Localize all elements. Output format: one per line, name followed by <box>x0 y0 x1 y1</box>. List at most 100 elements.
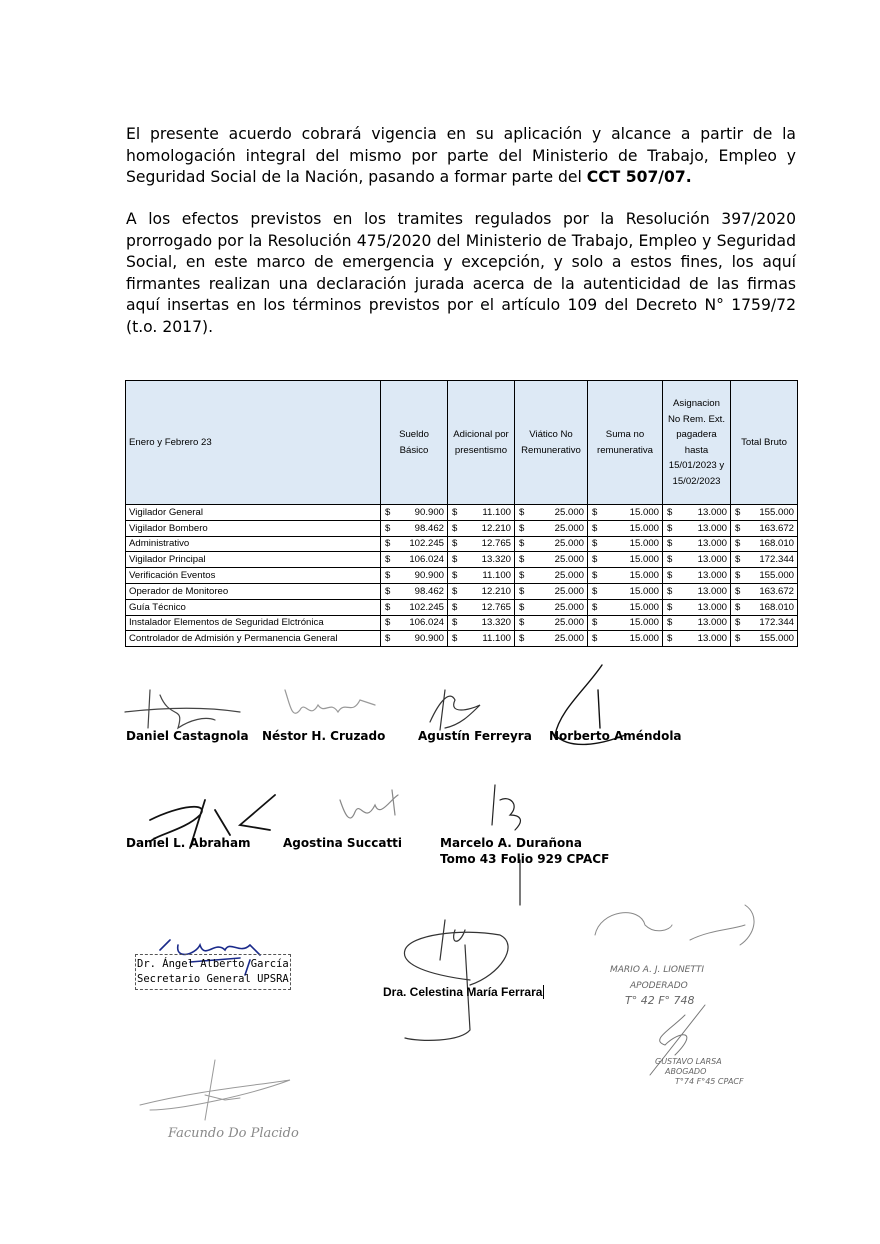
amount-value: 15.000 <box>629 538 659 550</box>
amount-value: 25.000 <box>554 617 584 629</box>
currency-symbol: $ <box>667 506 673 518</box>
currency-symbol: $ <box>667 633 673 645</box>
table-row: Vigilador Principal $106.024 $13.320 $25.00… <box>125 551 798 569</box>
svg-text:Facundo Do Placido: Facundo Do Placido <box>167 1126 299 1141</box>
signature-cruzado <box>284 689 376 714</box>
currency-symbol: $ <box>519 585 525 597</box>
amount-cell: $155.000 <box>730 630 798 648</box>
category-cell: Controlador de Admisión y Permanencia Ge… <box>125 630 381 648</box>
amount-value: 90.900 <box>414 506 444 518</box>
amount-value: 155.000 <box>759 570 794 582</box>
amount-value: 25.000 <box>554 538 584 550</box>
currency-symbol: $ <box>452 617 458 629</box>
amount-value: 25.000 <box>554 554 584 566</box>
currency-symbol: $ <box>592 633 598 645</box>
signature-placido: Facundo Do Placido <box>139 1059 299 1141</box>
amount-value: 25.000 <box>554 506 584 518</box>
signatory-garcia-name: Dr. Ángel Alberto García <box>137 958 289 970</box>
header-suma: Suma no remunerativa <box>587 380 663 505</box>
currency-symbol: $ <box>735 585 741 597</box>
currency-symbol: $ <box>385 601 391 613</box>
currency-symbol: $ <box>667 538 673 550</box>
currency-symbol: $ <box>452 585 458 597</box>
signatory-castagnola: Daniel Castagnola <box>126 729 249 743</box>
currency-symbol: $ <box>452 538 458 550</box>
signatory-duranona: Marcelo A. Durañona <box>440 836 582 850</box>
currency-symbol: $ <box>452 554 458 566</box>
amount-value: 172.344 <box>759 617 794 629</box>
currency-symbol: $ <box>452 506 458 518</box>
amount-value: 168.010 <box>759 601 794 613</box>
currency-symbol: $ <box>519 506 525 518</box>
amount-value: 106.024 <box>409 554 444 566</box>
amount-value: 163.672 <box>759 522 794 534</box>
signatory-amendola: Norberto Améndola <box>549 729 682 743</box>
amount-cell: $15.000 <box>587 630 663 648</box>
currency-symbol: $ <box>735 570 741 582</box>
amount-value: 13.000 <box>697 554 727 566</box>
svg-text:GUSTAVO LARSA: GUSTAVO LARSA <box>655 1057 722 1066</box>
cct-reference: CCT 507/07. <box>586 168 692 186</box>
amount-value: 155.000 <box>759 633 794 645</box>
currency-symbol: $ <box>519 522 525 534</box>
currency-symbol: $ <box>735 554 741 566</box>
currency-symbol: $ <box>592 601 598 613</box>
header-total: Total Bruto <box>730 380 798 505</box>
amount-value: 25.000 <box>554 601 584 613</box>
currency-symbol: $ <box>592 522 598 534</box>
amount-value: 155.000 <box>759 506 794 518</box>
amount-cell: $168.010 <box>730 535 798 553</box>
amount-cell: $11.100 <box>447 630 515 648</box>
amount-value: 90.900 <box>414 570 444 582</box>
currency-symbol: $ <box>735 617 741 629</box>
currency-symbol: $ <box>592 617 598 629</box>
amount-cell: $163.672 <box>730 582 798 600</box>
currency-symbol: $ <box>667 554 673 566</box>
amount-value: 13.000 <box>697 601 727 613</box>
amount-value: 25.000 <box>554 570 584 582</box>
amount-value: 106.024 <box>409 617 444 629</box>
amount-cell: $13.320 <box>447 551 515 569</box>
amount-value: 12.210 <box>481 585 511 597</box>
table-row: Vigilador Bombero $98.462 $12.210 $25.000 $1… <box>125 519 798 537</box>
currency-symbol: $ <box>735 538 741 550</box>
amount-value: 98.462 <box>414 522 444 534</box>
currency-symbol: $ <box>592 570 598 582</box>
currency-symbol: $ <box>667 617 673 629</box>
amount-value: 102.245 <box>409 601 444 613</box>
amount-value: 15.000 <box>629 601 659 613</box>
currency-symbol: $ <box>735 522 741 534</box>
paragraph-text: El presente acuerdo cobrará vigencia en … <box>126 125 796 186</box>
signatory-garcia-box: Dr. Ángel Alberto García Secretario Gene… <box>135 954 291 990</box>
table-row: Operador de Monitoreo $98.462 $12.210 $25.0… <box>125 582 798 600</box>
amount-value: 15.000 <box>629 617 659 629</box>
paragraph-vigencia: El presente acuerdo cobrará vigencia en … <box>126 124 796 189</box>
signature-lionetti: MARIO A. J. LIONETTI APODERADO T° 42 F° … <box>594 904 755 1007</box>
table-row: Administrativo $102.245 $12.765 $25.000 $15.… <box>125 535 798 553</box>
signature-amendola <box>554 664 626 746</box>
currency-symbol: $ <box>519 554 525 566</box>
currency-symbol: $ <box>519 538 525 550</box>
amount-cell: $98.462 <box>380 582 448 600</box>
currency-symbol: $ <box>385 633 391 645</box>
currency-symbol: $ <box>735 506 741 518</box>
amount-value: 102.245 <box>409 538 444 550</box>
currency-symbol: $ <box>452 570 458 582</box>
amount-value: 13.320 <box>481 554 511 566</box>
signature-ferreyra <box>429 689 481 731</box>
amount-value: 15.000 <box>629 554 659 566</box>
table-row: Vigilador General $90.900 $11.100 $25.000 $1… <box>125 504 798 521</box>
amount-value: 168.010 <box>759 538 794 550</box>
table-header-row: Enero y Febrero 23 Sueldo Básico Adicion… <box>125 380 798 505</box>
amount-value: 13.000 <box>697 538 727 550</box>
amount-value: 13.000 <box>697 633 727 645</box>
signature-larsa: GUSTAVO LARSA ABOGADO T°74 F°45 CPACF <box>649 1004 744 1086</box>
signature-ferrara <box>403 919 509 1041</box>
header-viatico: Viático No Remunerativo <box>514 380 588 505</box>
header-category: Enero y Febrero 23 <box>125 380 381 505</box>
header-asignacion: Asignacion No Rem. Ext. pagadera hasta 1… <box>662 380 731 505</box>
amount-value: 13.000 <box>697 617 727 629</box>
signatory-duranona-tomo: Tomo 43 Folio 929 CPACF <box>440 852 610 866</box>
currency-symbol: $ <box>667 522 673 534</box>
